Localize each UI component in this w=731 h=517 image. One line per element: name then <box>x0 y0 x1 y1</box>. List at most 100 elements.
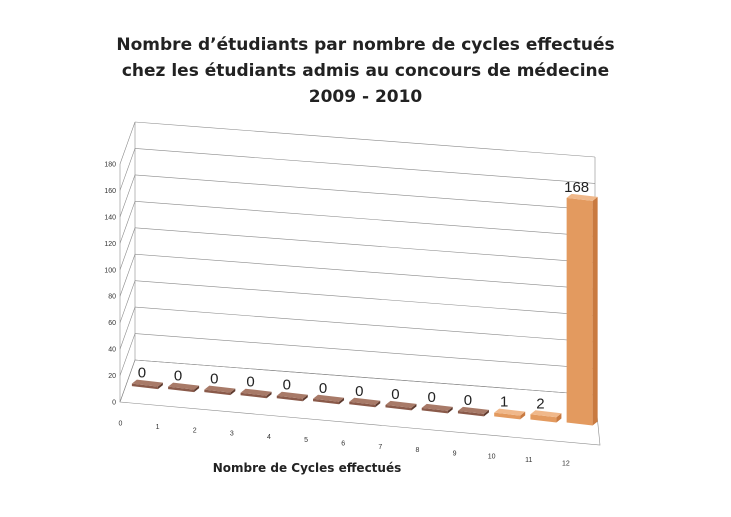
bar-front-face <box>566 197 593 426</box>
bar-side-face <box>194 385 200 393</box>
bar-front-face <box>457 410 484 417</box>
bar-1 <box>168 382 200 393</box>
chart-title-line-2: chez les étudiants admis au concours de … <box>121 61 610 81</box>
gridline-120 <box>134 201 596 237</box>
side-gridline-120 <box>119 201 136 244</box>
bar-9 <box>457 406 489 417</box>
bar-front-face <box>168 386 195 393</box>
gridline-100 <box>134 227 596 264</box>
bar-top-face <box>349 397 381 405</box>
bar-0 <box>131 379 163 390</box>
bar-side-face <box>556 413 562 423</box>
data-label: 0 <box>138 365 146 382</box>
x-tick-label: 11 <box>525 457 532 464</box>
bar-top-face <box>276 391 308 399</box>
x-tick-label: 10 <box>488 454 496 461</box>
chart-title-line-3: 2009 - 2010 <box>308 87 423 107</box>
bar-11 <box>530 410 562 423</box>
y-tick-label: 160 <box>104 188 116 195</box>
bar-top-face <box>385 400 417 408</box>
bar-front-face <box>421 407 448 414</box>
data-label: 168 <box>564 179 589 196</box>
gridline-160 <box>134 148 596 184</box>
y-tick-label: 0 <box>112 400 116 407</box>
bar-front-face <box>313 398 340 405</box>
bar-front-face <box>530 414 557 423</box>
x-tick-label: 12 <box>562 460 570 467</box>
bar-side-face <box>592 196 598 426</box>
bar-top-face <box>530 410 562 418</box>
chart-floor <box>119 359 601 446</box>
bar-top-face <box>240 388 272 396</box>
bar-top-face <box>168 382 200 390</box>
y-tick-labels: 0 20 40 60 80 100 120 140 160 180 <box>104 162 116 407</box>
y-tick-label: 40 <box>108 347 116 354</box>
bar-top-face <box>457 406 489 414</box>
bar-top-face <box>313 394 345 402</box>
bar-front-face <box>240 392 267 399</box>
data-label: 0 <box>464 392 472 409</box>
bar-side-face <box>266 391 272 399</box>
bar-side-face <box>375 400 381 408</box>
data-label: 0 <box>391 386 399 403</box>
grid-layer <box>119 121 601 446</box>
y-tick-label: 60 <box>108 320 116 327</box>
bars <box>131 193 598 426</box>
x-tick-label: 2 <box>193 427 197 434</box>
y-tick-label: 20 <box>108 373 116 380</box>
gridline-20 <box>134 333 596 369</box>
data-label: 0 <box>428 389 436 406</box>
x-tick-label: 1 <box>156 424 160 431</box>
data-label: 0 <box>355 383 363 400</box>
bar-side-face <box>339 397 345 405</box>
side-gridline-100 <box>119 227 136 270</box>
y-tick-label: 80 <box>108 294 116 301</box>
bar-front-face <box>385 404 412 411</box>
bar-top-face <box>421 403 453 411</box>
bar-side-face <box>230 388 236 396</box>
data-label: 2 <box>536 395 544 412</box>
bar-front-face <box>494 412 521 420</box>
gridline-60 <box>134 280 596 316</box>
data-label: 0 <box>319 380 327 397</box>
bar-7 <box>385 400 417 411</box>
side-gridline-60 <box>119 280 136 323</box>
bar-side-face <box>302 394 308 402</box>
bar-top-face <box>566 193 598 201</box>
side-gridline-140 <box>119 174 136 217</box>
data-label: 0 <box>246 374 254 391</box>
bar-side-face <box>411 403 417 411</box>
bar-top-face <box>131 379 163 387</box>
x-tick-label: 9 <box>453 450 457 457</box>
x-tick-label: 6 <box>341 441 345 448</box>
bar-side-face <box>483 409 489 417</box>
y-tick-label: 140 <box>104 214 116 221</box>
bar-side-face <box>157 382 163 390</box>
bar-side-face <box>447 406 453 414</box>
data-label: 0 <box>283 377 291 394</box>
bar-4 <box>276 391 308 402</box>
data-label: 0 <box>210 371 218 388</box>
chart-title: Nombre d’étudiants par nombre de cycles … <box>0 32 731 110</box>
bar-front-face <box>131 383 158 390</box>
bar-3 <box>240 388 272 399</box>
bar-front-face <box>204 389 231 396</box>
bar-front-face <box>276 395 303 402</box>
side-gridline-20 <box>119 333 136 376</box>
data-labels: 0 0 0 0 0 0 0 0 0 0 1 2 168 <box>138 179 589 412</box>
bar-8 <box>421 403 453 414</box>
y-tick-label: 120 <box>104 241 116 248</box>
bar-top-face <box>204 385 236 393</box>
side-gridline-180 <box>119 121 136 165</box>
bar-2 <box>204 385 236 396</box>
chart-title-line-1: Nombre d’étudiants par nombre de cycles … <box>116 35 615 55</box>
bar-top-face <box>494 408 526 416</box>
x-axis-title: Nombre de Cycles effectués <box>213 461 402 475</box>
x-tick-label: 0 <box>119 421 123 428</box>
y-tick-label: 100 <box>104 267 116 274</box>
x-tick-label: 3 <box>230 431 234 438</box>
y-tick-label: 180 <box>104 162 116 169</box>
data-label: 0 <box>174 368 182 385</box>
x-tick-label: 8 <box>415 447 419 454</box>
